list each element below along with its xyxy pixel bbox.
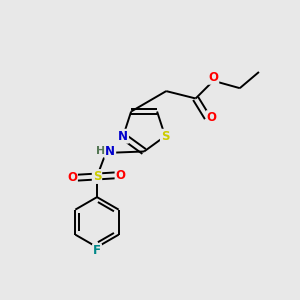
Text: S: S <box>93 170 101 183</box>
Text: O: O <box>116 169 126 182</box>
Text: O: O <box>67 172 77 184</box>
Text: H: H <box>96 146 105 157</box>
Text: N: N <box>105 145 115 158</box>
Text: N: N <box>118 130 128 143</box>
Text: O: O <box>207 111 217 124</box>
Text: O: O <box>208 71 218 84</box>
Text: F: F <box>93 244 101 257</box>
Text: S: S <box>161 130 170 143</box>
